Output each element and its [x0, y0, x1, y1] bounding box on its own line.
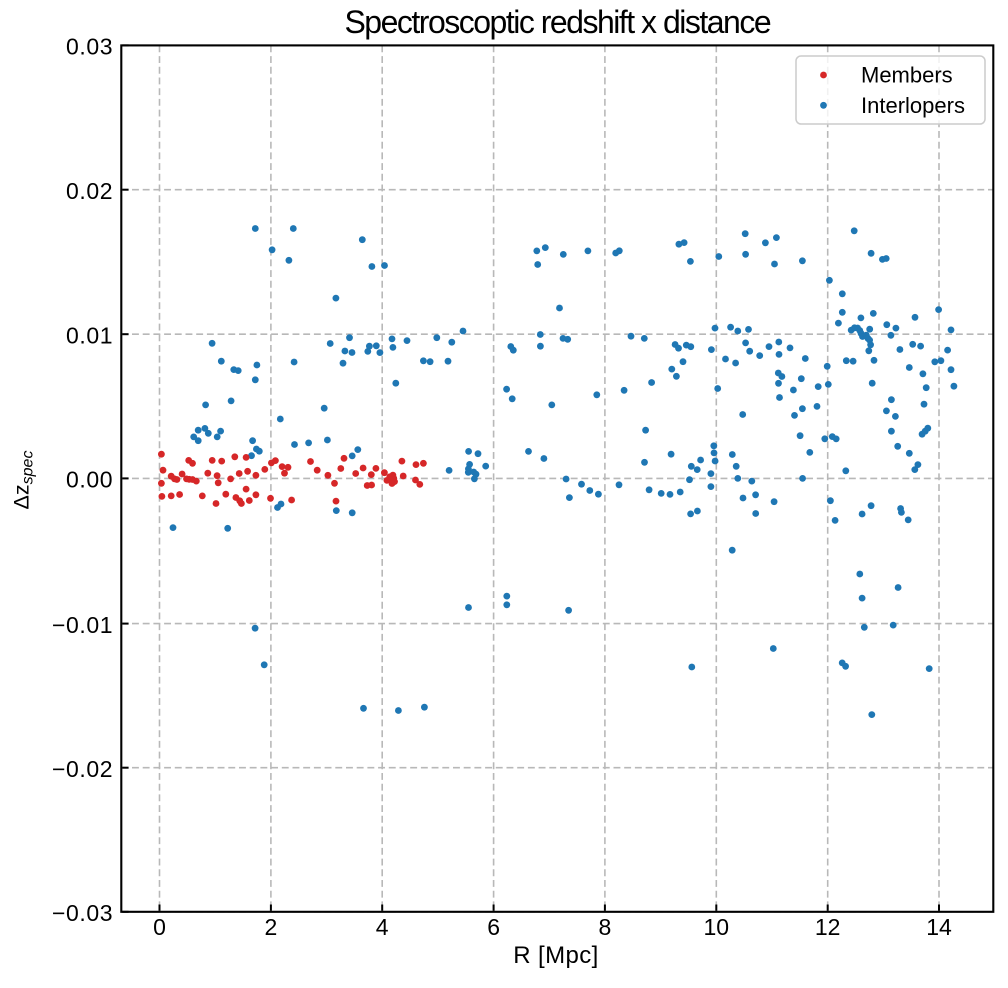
svg-text:Interlopers: Interlopers [861, 93, 965, 118]
svg-text:14: 14 [926, 914, 952, 940]
svg-text:10: 10 [704, 914, 730, 940]
svg-text:12: 12 [815, 914, 841, 940]
svg-text:0.01: 0.01 [66, 322, 113, 348]
svg-text:6: 6 [487, 914, 500, 940]
svg-text:0.02: 0.02 [66, 178, 113, 204]
svg-text:0.00: 0.00 [66, 467, 113, 493]
svg-text:−0.01: −0.01 [52, 612, 113, 638]
svg-text:Spectroscoptic redshift x dist: Spectroscoptic redshift x distance [344, 4, 770, 40]
svg-text:4: 4 [376, 914, 389, 940]
svg-text:0.03: 0.03 [66, 34, 113, 60]
svg-text:Members: Members [861, 63, 953, 88]
svg-text:0: 0 [153, 914, 166, 940]
svg-text:R [Mpc]: R [Mpc] [513, 942, 598, 969]
svg-text:2: 2 [265, 914, 278, 940]
svg-text:8: 8 [599, 914, 612, 940]
svg-text:−0.02: −0.02 [52, 756, 113, 782]
svg-text:−0.03: −0.03 [52, 900, 113, 926]
